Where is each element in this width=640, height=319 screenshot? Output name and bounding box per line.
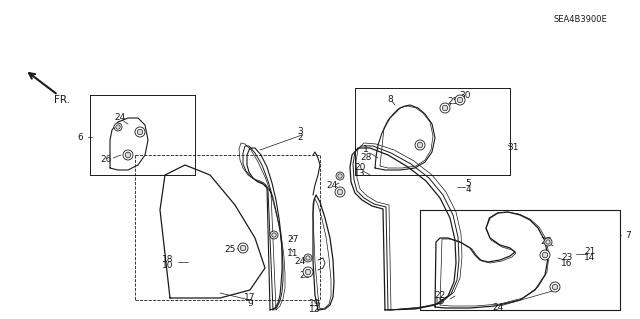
Text: 5: 5 — [465, 180, 471, 189]
Text: 29: 29 — [300, 271, 310, 279]
Text: 14: 14 — [584, 253, 596, 262]
Text: 7: 7 — [625, 231, 631, 240]
Circle shape — [442, 105, 448, 111]
Text: 20: 20 — [355, 164, 365, 173]
Text: 24: 24 — [294, 257, 306, 266]
Text: 25: 25 — [224, 246, 236, 255]
Text: 8: 8 — [387, 94, 393, 103]
Circle shape — [270, 231, 278, 239]
Text: 21: 21 — [584, 247, 596, 256]
Circle shape — [123, 150, 133, 160]
Text: 31: 31 — [508, 144, 519, 152]
Text: 11: 11 — [287, 249, 299, 257]
Text: 24: 24 — [492, 303, 504, 313]
Circle shape — [125, 152, 131, 158]
Text: 12: 12 — [309, 305, 321, 314]
Text: 18: 18 — [163, 255, 173, 263]
Circle shape — [440, 103, 450, 113]
Text: 25: 25 — [447, 98, 459, 107]
Circle shape — [114, 123, 122, 131]
Text: 24: 24 — [326, 182, 338, 190]
Circle shape — [546, 240, 550, 244]
Circle shape — [238, 243, 248, 253]
Text: 17: 17 — [244, 293, 256, 301]
Text: 23: 23 — [561, 253, 573, 262]
Text: 1: 1 — [363, 145, 369, 154]
Text: 27: 27 — [540, 238, 552, 247]
Circle shape — [552, 284, 557, 290]
Circle shape — [303, 267, 313, 277]
Text: 6: 6 — [77, 132, 83, 142]
Circle shape — [116, 125, 120, 129]
Circle shape — [540, 250, 550, 260]
Text: 10: 10 — [163, 261, 173, 270]
Circle shape — [305, 269, 311, 275]
Text: 3: 3 — [297, 128, 303, 137]
Circle shape — [135, 127, 145, 137]
Text: 16: 16 — [561, 258, 573, 268]
Circle shape — [240, 245, 246, 251]
Circle shape — [544, 238, 552, 246]
Text: 26: 26 — [100, 155, 112, 165]
Circle shape — [542, 252, 548, 258]
Text: 9: 9 — [247, 299, 253, 308]
Circle shape — [550, 282, 560, 292]
Circle shape — [415, 140, 425, 150]
Circle shape — [457, 97, 463, 103]
Circle shape — [272, 233, 276, 237]
Text: 24: 24 — [115, 114, 125, 122]
Circle shape — [335, 187, 345, 197]
Text: 27: 27 — [287, 235, 299, 244]
Text: 2: 2 — [297, 133, 303, 143]
Text: 15: 15 — [435, 298, 445, 307]
Text: 13: 13 — [355, 169, 365, 179]
Circle shape — [306, 256, 310, 260]
Text: 19: 19 — [309, 299, 321, 308]
Text: FR.: FR. — [54, 95, 70, 105]
Circle shape — [338, 174, 342, 178]
Circle shape — [336, 172, 344, 180]
Circle shape — [455, 95, 465, 105]
Text: SEA4B3900E: SEA4B3900E — [553, 16, 607, 25]
Circle shape — [304, 254, 312, 262]
Text: 22: 22 — [435, 292, 445, 300]
Circle shape — [137, 129, 143, 135]
Circle shape — [337, 189, 343, 195]
Text: 30: 30 — [460, 91, 471, 100]
Text: 28: 28 — [360, 152, 372, 161]
Text: 4: 4 — [465, 186, 471, 195]
Circle shape — [417, 142, 423, 148]
